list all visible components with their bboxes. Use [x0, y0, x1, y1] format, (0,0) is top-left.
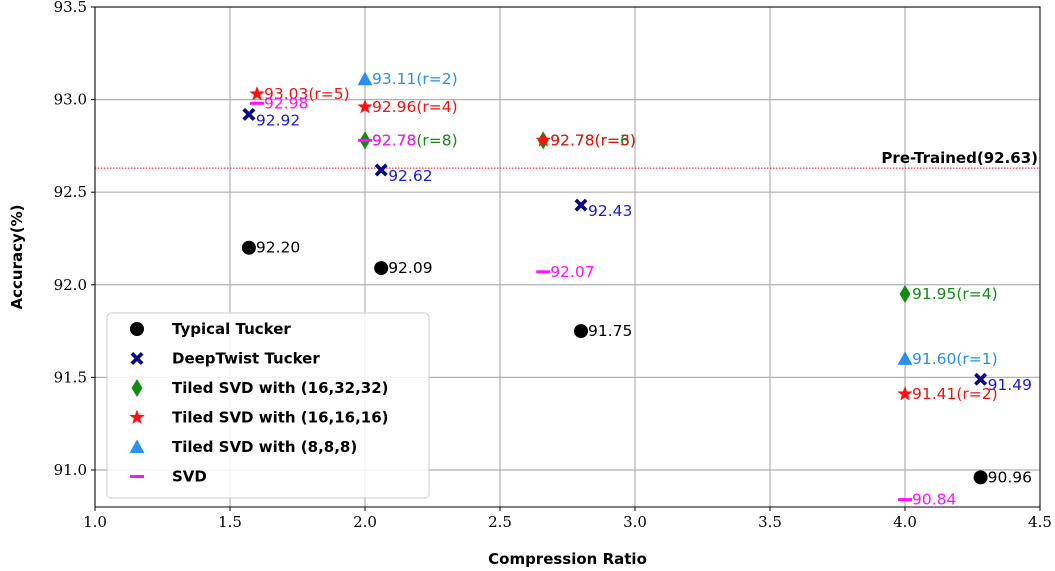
- reference-line-group: Pre-Trained(92.63): [95, 149, 1040, 169]
- legend-marker: [129, 409, 145, 424]
- data-point: [241, 240, 256, 255]
- data-point: [574, 198, 588, 212]
- data-labels: 92.20 92.09 91.75 90.96 92.92 92.62 92.43 91.49…: [256, 70, 1032, 508]
- data-point: [374, 163, 388, 177]
- data-point: [897, 351, 913, 365]
- data-label: 91.75: [588, 322, 632, 340]
- data-label: 92.78: [372, 131, 416, 149]
- data-label: 92.43: [588, 202, 632, 220]
- legend-label: Typical Tucker: [172, 320, 291, 338]
- data-label: 91.60(r=1): [912, 350, 998, 368]
- legend-box: [106, 312, 430, 499]
- data-point: [897, 386, 913, 401]
- data-point: [974, 372, 988, 386]
- data-label: 92.96(r=4): [372, 98, 458, 116]
- data-label: 92.98: [264, 94, 308, 112]
- x-tick-label: 3.5: [758, 513, 782, 531]
- data-label: 92.78(r=6): [550, 131, 636, 149]
- x-axis-label: Compression Ratio: [488, 550, 647, 568]
- data-point: [357, 71, 373, 86]
- data-label: 92.92: [256, 111, 300, 129]
- data-label: 92.20: [256, 239, 300, 257]
- legend-marker: [129, 439, 145, 453]
- data-label: 93.03(r=5): [264, 85, 350, 103]
- legend-label: SVD: [172, 468, 207, 486]
- legend-label: DeepTwist Tucker: [172, 350, 320, 368]
- x-tick-label: 1.0: [83, 513, 107, 531]
- y-axis-label: Accuracy(%): [8, 205, 26, 310]
- y-tick-label: 93.0: [54, 91, 87, 109]
- data-label: 92.62: [388, 167, 432, 185]
- data-label: 91.95(r=4): [912, 285, 998, 303]
- legend-marker: [130, 322, 144, 336]
- y-tick-label: 91.5: [54, 368, 87, 386]
- data-label: 92.07: [550, 263, 594, 281]
- data-label: 92.78(r=3): [550, 131, 636, 149]
- data-point: [249, 86, 265, 101]
- data-points: [241, 71, 988, 502]
- data-point: [242, 107, 256, 121]
- y-tick-label: 93.5: [54, 0, 87, 16]
- data-point: [574, 324, 588, 339]
- x-tick-label: 1.5: [218, 513, 242, 531]
- legend-marker: [130, 352, 144, 365]
- y-tick-label: 92.0: [54, 276, 87, 294]
- x-tick-label: 2.0: [353, 513, 377, 531]
- data-point: [374, 261, 389, 276]
- legend-label: Tiled SVD with (16,32,32): [172, 379, 389, 397]
- y-tick-label: 92.5: [54, 183, 87, 201]
- x-tick-label: 3.0: [623, 513, 647, 531]
- legend: Typical Tucker DeepTwist Tucker Tiled SVD …: [106, 312, 430, 499]
- axis-ticks: 1.0 1.5 2.0 2.5 3.0 3.5 4.0 4.5 91.0 91.5 92.0 92.5…: [54, 0, 1052, 531]
- legend-label: Tiled SVD with (16,16,16): [172, 409, 389, 427]
- data-label: 90.84: [912, 491, 956, 509]
- data-label: 92.09: [388, 259, 432, 277]
- x-tick-label: 4.0: [893, 513, 917, 531]
- x-tick-label: 2.5: [488, 513, 512, 531]
- data-label: 93.11(r=2): [372, 70, 458, 88]
- legend-label: Tiled SVD with (8,8,8): [172, 438, 357, 456]
- reference-line-label: Pre-Trained(92.63): [881, 149, 1038, 167]
- x-tick-label: 4.5: [1028, 513, 1052, 531]
- plot-frame: [94, 6, 1041, 508]
- data-point: [973, 470, 988, 485]
- legend-marker: [131, 379, 143, 397]
- data-label: 90.96: [988, 468, 1032, 486]
- y-tick-label: 91.0: [54, 461, 87, 479]
- data-label: 92.78(r=8): [372, 131, 458, 149]
- data-label: 91.41(r=2): [912, 385, 998, 403]
- data-point: [899, 285, 911, 304]
- data-point: [535, 132, 551, 147]
- data-label: 91.49: [988, 376, 1032, 394]
- data-point: [357, 99, 373, 114]
